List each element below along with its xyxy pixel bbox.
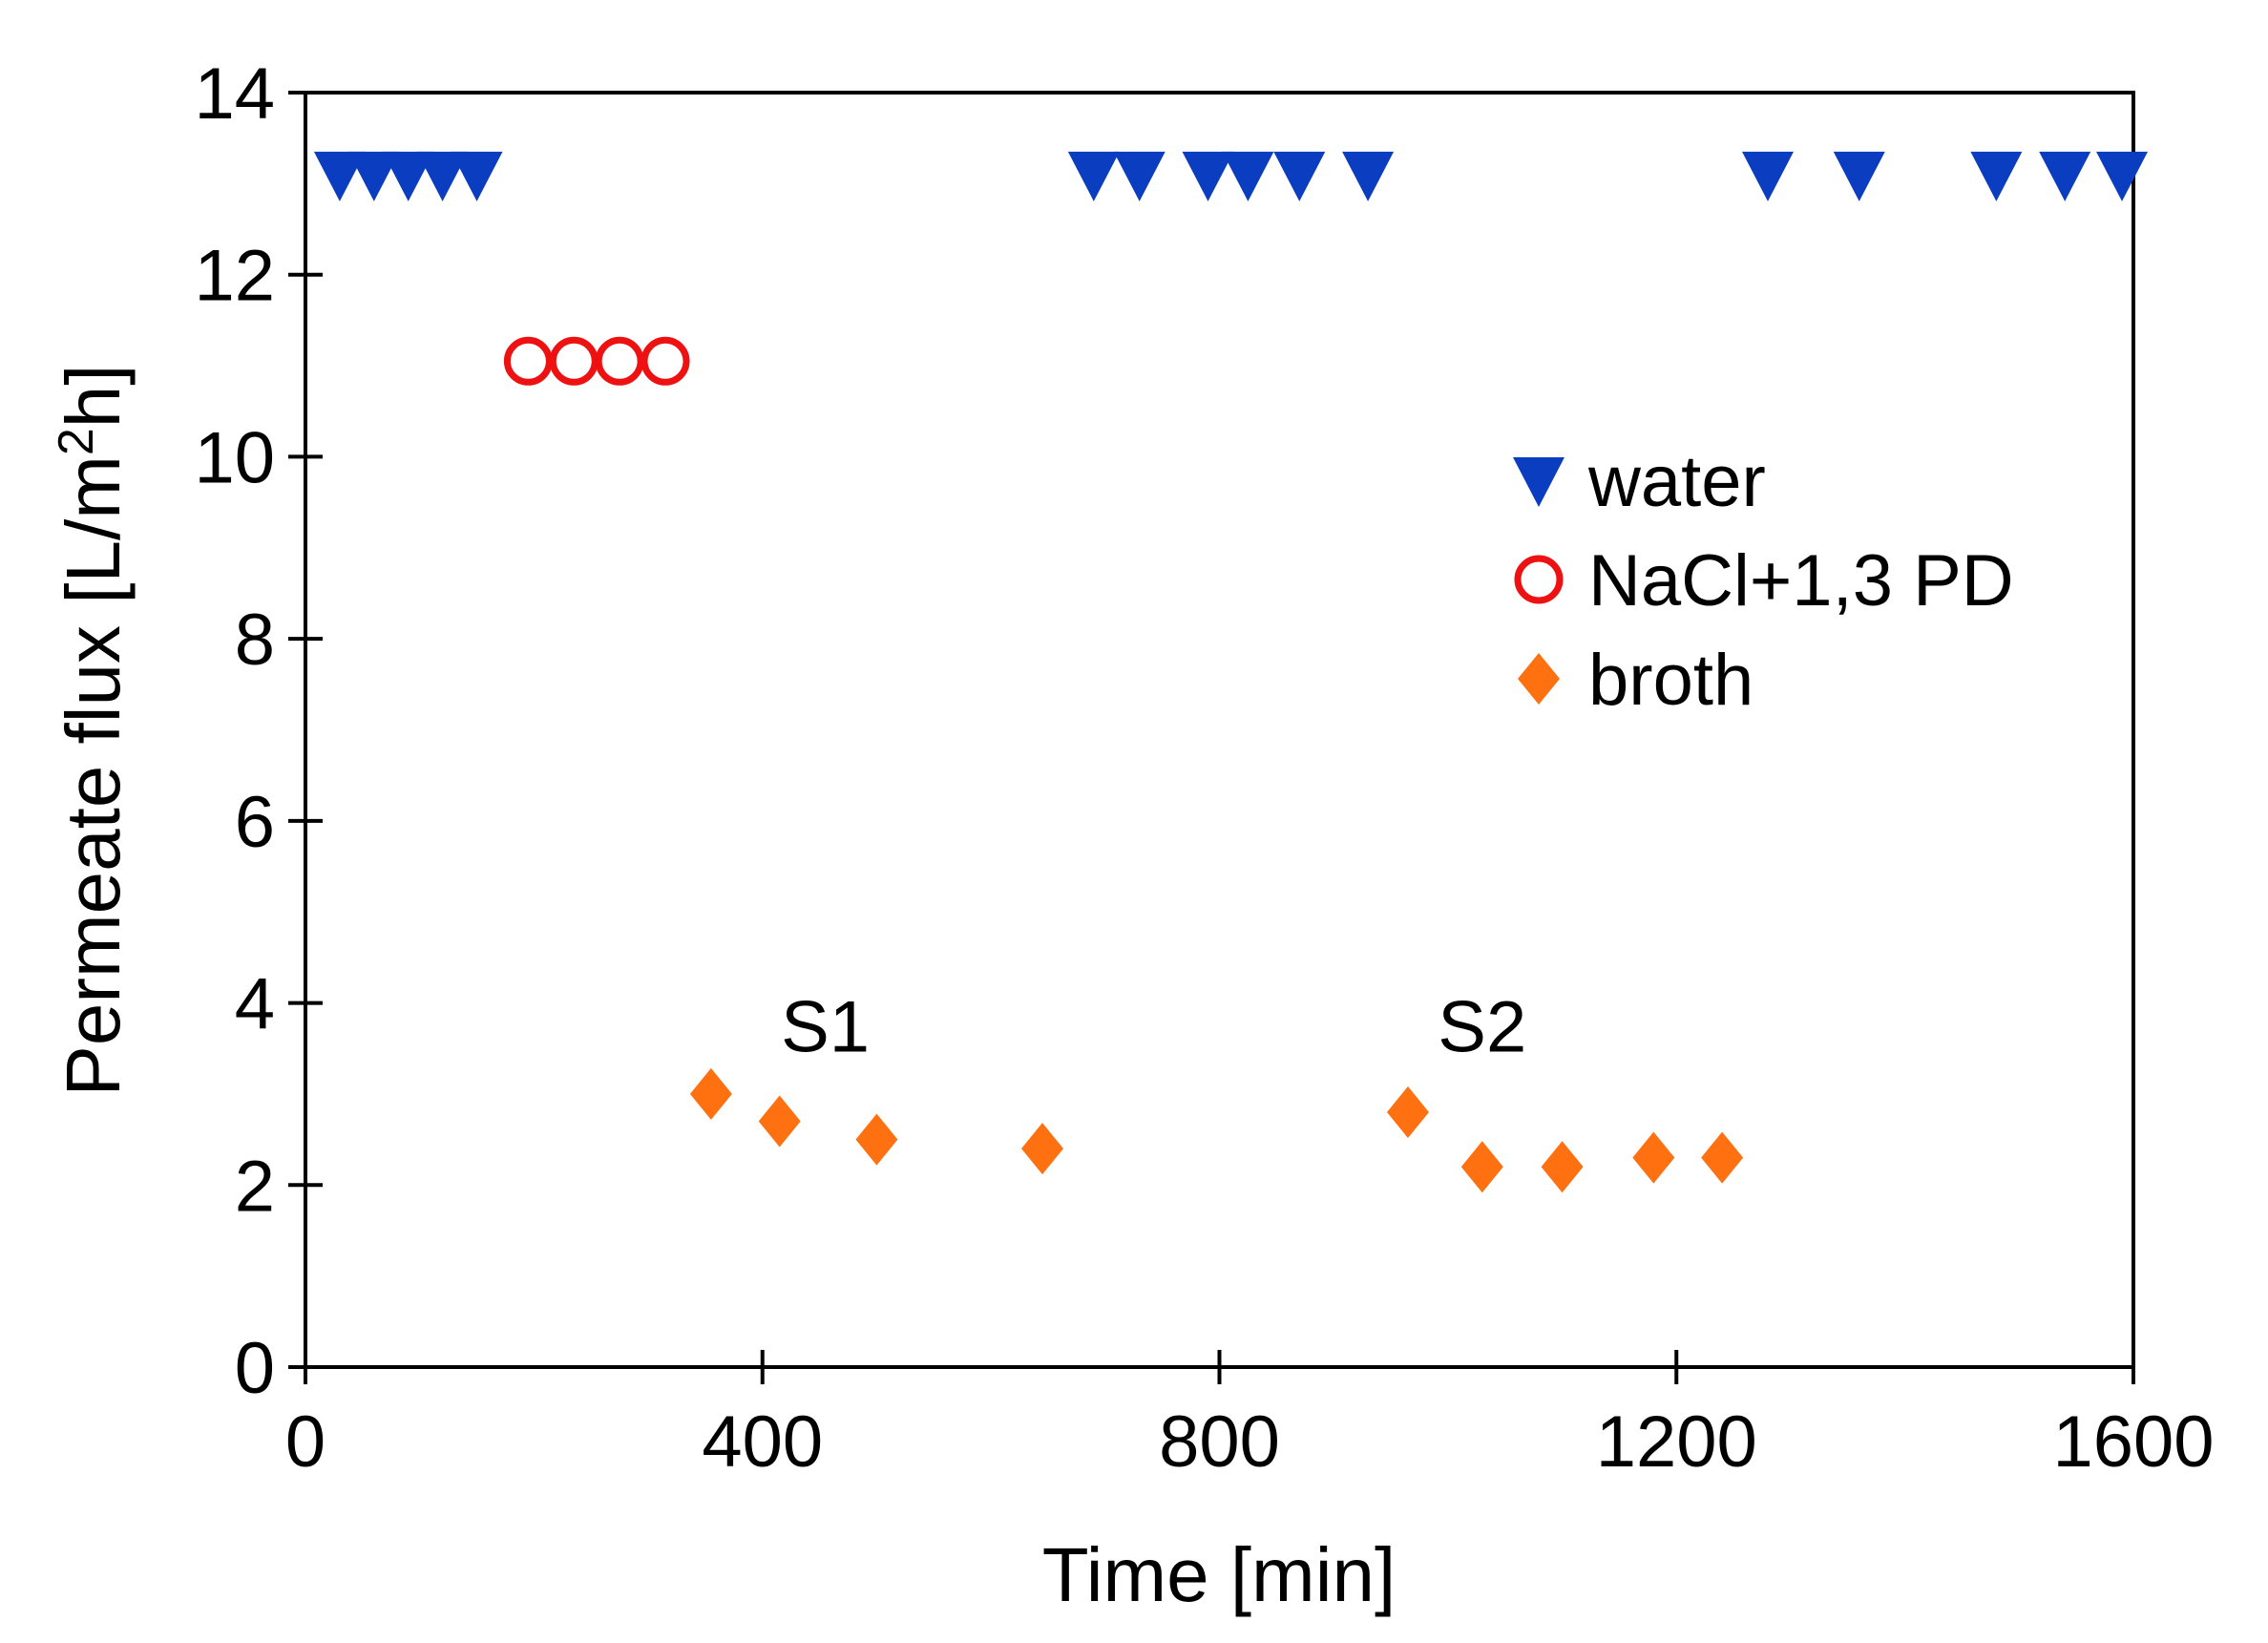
x-tick-label-800: 800 (1159, 1401, 1280, 1483)
legend-marker-nacl-1-3-pd (1514, 555, 1564, 604)
broth-point-3 (1020, 1123, 1063, 1175)
axis-ticks (288, 91, 2135, 1384)
water-point-5 (1067, 151, 1120, 201)
water-point-14 (2039, 151, 2091, 201)
annotation-s1: S1 (781, 986, 870, 1067)
y-tick-label-10: 10 (194, 417, 275, 498)
broth-point-4 (1386, 1086, 1429, 1138)
y-tick-label-14: 14 (194, 53, 275, 135)
broth-point-8 (1701, 1131, 1744, 1184)
y-axis-title-superscript: 2 (49, 428, 104, 455)
y-tick-label-4: 4 (235, 964, 275, 1045)
y-tick-label-6: 6 (235, 782, 275, 863)
nacl-1-3-pd-point-0 (503, 336, 553, 386)
nacl-1-3-pd-point-1 (549, 336, 598, 386)
y-axis-title-end: h] (51, 364, 136, 428)
legend-marker-water (1513, 457, 1564, 507)
x-tick-label-1200: 1200 (1596, 1401, 1757, 1483)
data-markers (313, 151, 2149, 1193)
x-axis-title: Time [min] (1042, 1532, 1396, 1617)
water-point-13 (1970, 151, 2023, 201)
legend-label-nacl-1-3-pd: NaCl+1,3 PD (1588, 540, 2014, 621)
broth-point-7 (1632, 1131, 1675, 1184)
tick-labels: 0 400 800 1200 1600 0 2 4 6 8 10 12 14 (194, 53, 2214, 1483)
y-tick-label-12: 12 (194, 236, 275, 317)
water-point-2 (382, 151, 434, 201)
y-axis-title: Permeate flux [L/m2h] (49, 364, 136, 1096)
water-point-10 (1342, 151, 1395, 201)
y-tick-label-0: 0 (235, 1328, 275, 1409)
water-point-8 (1222, 151, 1274, 201)
water-point-1 (347, 151, 400, 201)
broth-point-5 (1460, 1141, 1503, 1193)
broth-point-6 (1541, 1141, 1584, 1193)
nacl-1-3-pd-point-2 (595, 336, 644, 386)
x-tick-label-400: 400 (702, 1401, 823, 1483)
y-tick-label-8: 8 (235, 600, 275, 681)
water-point-12 (1833, 151, 1885, 201)
legend: water NaCl+1,3 PD broth (1513, 441, 2014, 721)
water-point-7 (1182, 151, 1234, 201)
broth-point-2 (855, 1113, 898, 1166)
nacl-1-3-pd-point-3 (640, 336, 690, 386)
x-tick-label-1600: 1600 (2052, 1401, 2214, 1483)
annotation-s2: S2 (1438, 986, 1526, 1067)
water-point-4 (451, 151, 503, 201)
plot-area (304, 91, 2135, 1369)
annotations: S1 S2 (781, 986, 1526, 1067)
legend-marker-broth (1518, 653, 1560, 705)
water-point-9 (1273, 151, 1326, 201)
water-point-3 (416, 151, 469, 201)
water-point-0 (313, 151, 366, 201)
y-axis-title-main: Permeate flux [L/m (51, 455, 136, 1096)
y-tick-label-2: 2 (235, 1146, 275, 1227)
legend-label-water: water (1587, 441, 1766, 522)
broth-point-0 (689, 1067, 732, 1120)
x-tick-label-0: 0 (285, 1401, 326, 1483)
water-point-11 (1742, 151, 1794, 201)
water-point-15 (2096, 151, 2149, 201)
legend-label-broth: broth (1588, 640, 1754, 721)
broth-point-1 (758, 1095, 801, 1148)
water-point-6 (1113, 151, 1166, 201)
